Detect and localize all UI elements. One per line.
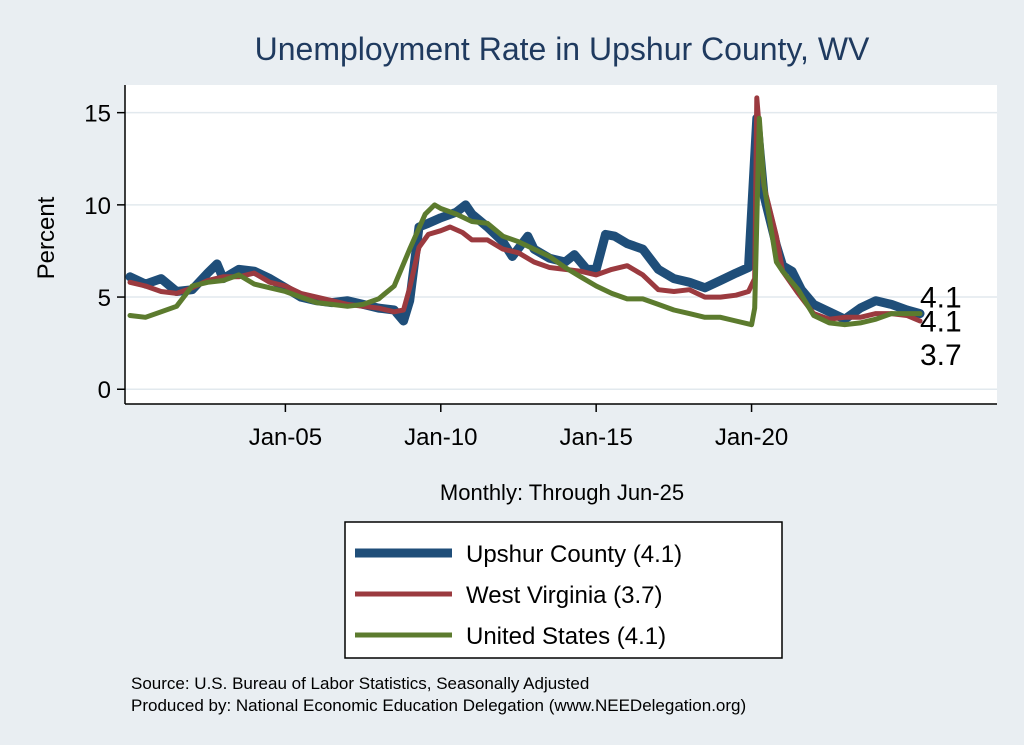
- source-note: Source: U.S. Bureau of Labor Statistics,…: [131, 674, 589, 693]
- plot-area: [125, 85, 997, 404]
- legend-label-2: United States (4.1): [466, 623, 666, 650]
- x-axis-title: Monthly: Through Jun-25: [440, 480, 684, 505]
- y-axis-title: Percent: [33, 196, 60, 279]
- end-label-0: 4.1: [920, 282, 962, 315]
- y-tick-label: 0: [98, 377, 111, 404]
- series-line-2: [127, 115, 923, 328]
- end-label-1: 4.1: [920, 306, 962, 339]
- x-tick-label: Jan-05: [249, 424, 322, 451]
- gridlines: [125, 111, 997, 390]
- series-line-1: [127, 95, 923, 324]
- x-tick-label: Jan-20: [715, 424, 788, 451]
- x-axis: Jan-05 Jan-10 Jan-15 Jan-20: [125, 403, 997, 451]
- y-tick-label: 5: [98, 285, 111, 312]
- legend-label-0: Upshur County (4.1): [466, 541, 682, 568]
- x-tick-label: Jan-15: [559, 424, 632, 451]
- y-axis: 0 5 10 15: [84, 85, 126, 404]
- y-tick-label: 10: [84, 193, 111, 220]
- end-label-2: 3.7: [920, 339, 962, 372]
- legend: Upshur County (4.1) West Virginia (3.7) Un…: [344, 521, 783, 659]
- series-lines: [125, 95, 925, 328]
- legend-label-1: West Virginia (3.7): [466, 582, 663, 609]
- y-tick-label: 15: [84, 101, 111, 128]
- end-labels: 4.14.13.7: [920, 282, 962, 372]
- x-tick-label: Jan-10: [404, 424, 477, 451]
- chart-title: Unemployment Rate in Upshur County, WV: [255, 31, 870, 67]
- produced-note: Produced by: National Economic Education…: [131, 696, 746, 715]
